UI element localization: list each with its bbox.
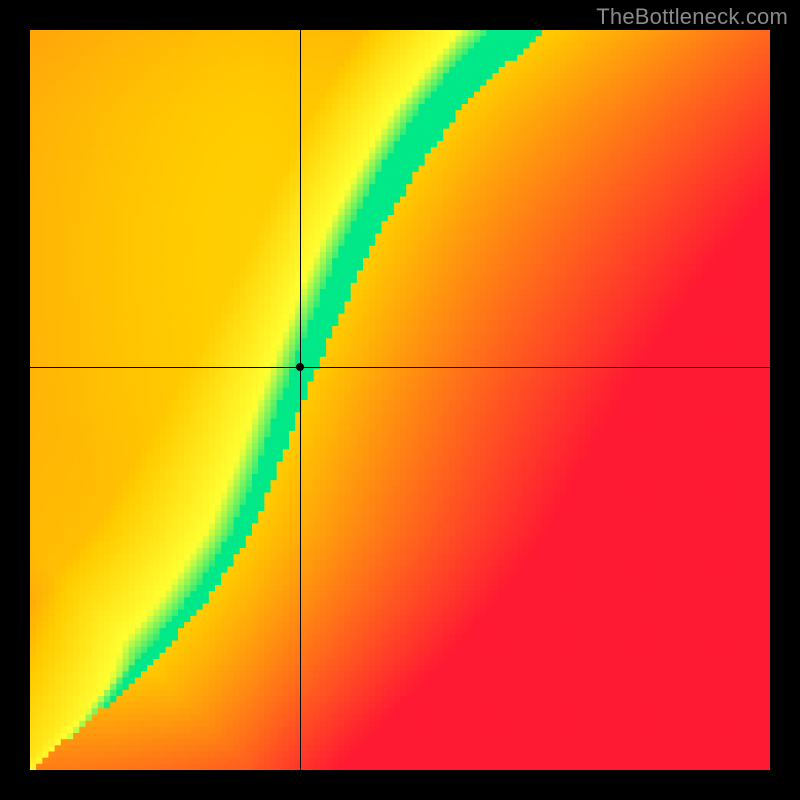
- watermark-text: TheBottleneck.com: [596, 4, 788, 30]
- crosshair-horizontal: [30, 367, 770, 368]
- heatmap-canvas: [30, 30, 770, 770]
- crosshair-marker: [296, 363, 304, 371]
- crosshair-vertical: [300, 30, 301, 770]
- bottleneck-heatmap: [30, 30, 770, 770]
